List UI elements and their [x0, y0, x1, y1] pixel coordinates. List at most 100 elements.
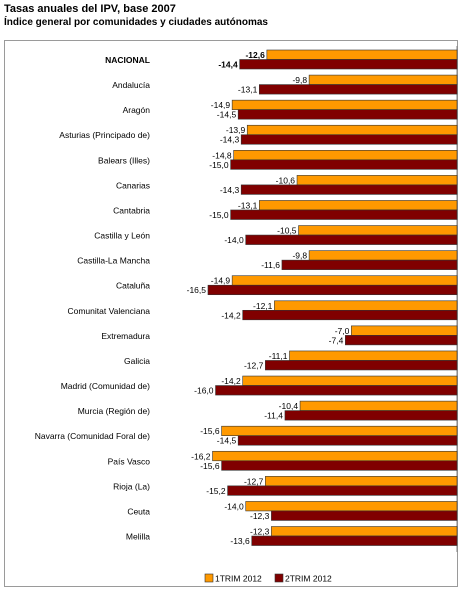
data-label: -15,6 — [200, 426, 220, 436]
data-label: -12,3 — [250, 527, 270, 537]
bar-series2 — [284, 410, 458, 421]
bar-series1 — [265, 476, 458, 487]
category-label: NACIONAL — [105, 55, 150, 65]
category-label: Cantabria — [113, 205, 150, 215]
category-label: Murcia (Región de) — [78, 406, 150, 416]
data-label: -7,0 — [335, 326, 350, 336]
data-label: -14,0 — [224, 235, 244, 245]
bar-series2 — [240, 184, 458, 195]
data-label: -12,7 — [244, 476, 264, 486]
category-label: Balears (Illes) — [98, 155, 150, 165]
bar-series2 — [239, 59, 458, 70]
data-label: -16,2 — [191, 451, 211, 461]
data-label: -15,0 — [209, 210, 229, 220]
data-label: -16,0 — [194, 386, 214, 396]
bar-series1 — [351, 325, 458, 336]
bar-series2 — [281, 259, 458, 270]
data-label: -12,7 — [244, 360, 264, 370]
legend-label-series2: 2TRIM 2012 — [285, 574, 332, 584]
data-label: -15,2 — [206, 486, 226, 496]
data-label: -14,0 — [224, 501, 244, 511]
chart-title: Tasas anuales del IPV, base 2007 — [4, 3, 176, 15]
data-label: -14,5 — [217, 110, 237, 120]
category-label: Cataluña — [116, 281, 150, 291]
category-label: Castilla-La Mancha — [77, 256, 150, 266]
bar-series1 — [274, 300, 458, 311]
bar-series2 — [230, 209, 458, 220]
bar-series1 — [246, 124, 458, 136]
bar-series1 — [233, 150, 458, 161]
bar-series2 — [215, 385, 458, 396]
legend-swatch-series1 — [204, 573, 214, 583]
bar-series2 — [242, 309, 458, 321]
bar-series2 — [345, 335, 458, 346]
data-label: -12,1 — [253, 301, 273, 311]
bar-series1 — [231, 99, 458, 110]
bar-series2 — [245, 234, 458, 245]
category-label: Canarias — [116, 180, 150, 190]
bar-series2 — [221, 460, 458, 471]
category-label: Andalucía — [112, 80, 150, 90]
bar-series1 — [242, 375, 458, 386]
data-label: -14,3 — [220, 135, 240, 145]
bar-series1 — [271, 526, 458, 537]
category-label: Navarra (Comunidad Foral de) — [35, 431, 150, 441]
bar-series2 — [259, 84, 458, 95]
legend-swatch-series2 — [274, 573, 284, 583]
data-label: -13,9 — [226, 125, 246, 135]
bar-series1 — [296, 175, 458, 186]
data-label: -15,6 — [200, 461, 220, 471]
bar-series2 — [230, 159, 458, 170]
data-label: -13,6 — [230, 536, 250, 546]
bar-series2 — [207, 284, 458, 296]
data-label: -13,1 — [238, 85, 258, 95]
category-label: Melilla — [126, 532, 150, 542]
legend-label-series1: 1TRIM 2012 — [215, 574, 262, 584]
category-label: Ceuta — [127, 506, 150, 516]
data-label: -14,8 — [212, 150, 232, 160]
bar-series2 — [227, 485, 458, 496]
bar-series1 — [231, 275, 458, 286]
data-label: -10,6 — [276, 175, 296, 185]
data-label: -10,4 — [279, 401, 299, 411]
bar-series2 — [240, 134, 458, 145]
data-label: -14,9 — [211, 100, 231, 110]
data-label: -12,6 — [245, 50, 265, 60]
bar-series2 — [271, 510, 458, 521]
data-label: -11,4 — [264, 411, 283, 421]
bar-series1 — [245, 501, 458, 512]
data-label: -11,6 — [261, 260, 280, 270]
bar-series1 — [308, 250, 458, 261]
category-label: Extremadura — [101, 331, 150, 341]
bar-series1 — [299, 400, 458, 411]
bar-series2 — [237, 109, 458, 120]
data-label: -14,2 — [221, 376, 241, 386]
bar-series1 — [289, 350, 458, 361]
bar-series1 — [308, 74, 458, 85]
category-label: Madrid (Comunidad de) — [61, 381, 150, 391]
data-label: -15,0 — [209, 160, 229, 170]
category-label: País Vasco — [108, 456, 151, 466]
data-label: -14,3 — [220, 185, 240, 195]
data-label: -12,3 — [250, 511, 270, 521]
data-label: -9,8 — [292, 75, 307, 85]
category-label: Asturias (Principado de) — [59, 130, 150, 140]
category-label: Comunitat Valenciana — [67, 306, 150, 316]
data-label: -9,8 — [292, 251, 307, 261]
chart-subtitle: Índice general por comunidades y ciudade… — [4, 17, 268, 28]
bar-series2 — [251, 535, 458, 546]
data-label: -14,5 — [217, 436, 237, 446]
bar-series1 — [298, 225, 458, 236]
bar-series1 — [266, 49, 458, 60]
category-label: Castilla y León — [94, 231, 150, 241]
data-label: -13,1 — [238, 200, 258, 210]
bar-series2 — [265, 360, 458, 371]
data-label: -14,2 — [221, 310, 241, 320]
bar-series1 — [259, 200, 458, 211]
bar-series2 — [237, 435, 458, 446]
bar-series1 — [212, 450, 458, 462]
data-label: -14,4 — [218, 60, 238, 70]
category-label: Aragón — [123, 105, 151, 115]
bar-series1 — [221, 425, 458, 437]
